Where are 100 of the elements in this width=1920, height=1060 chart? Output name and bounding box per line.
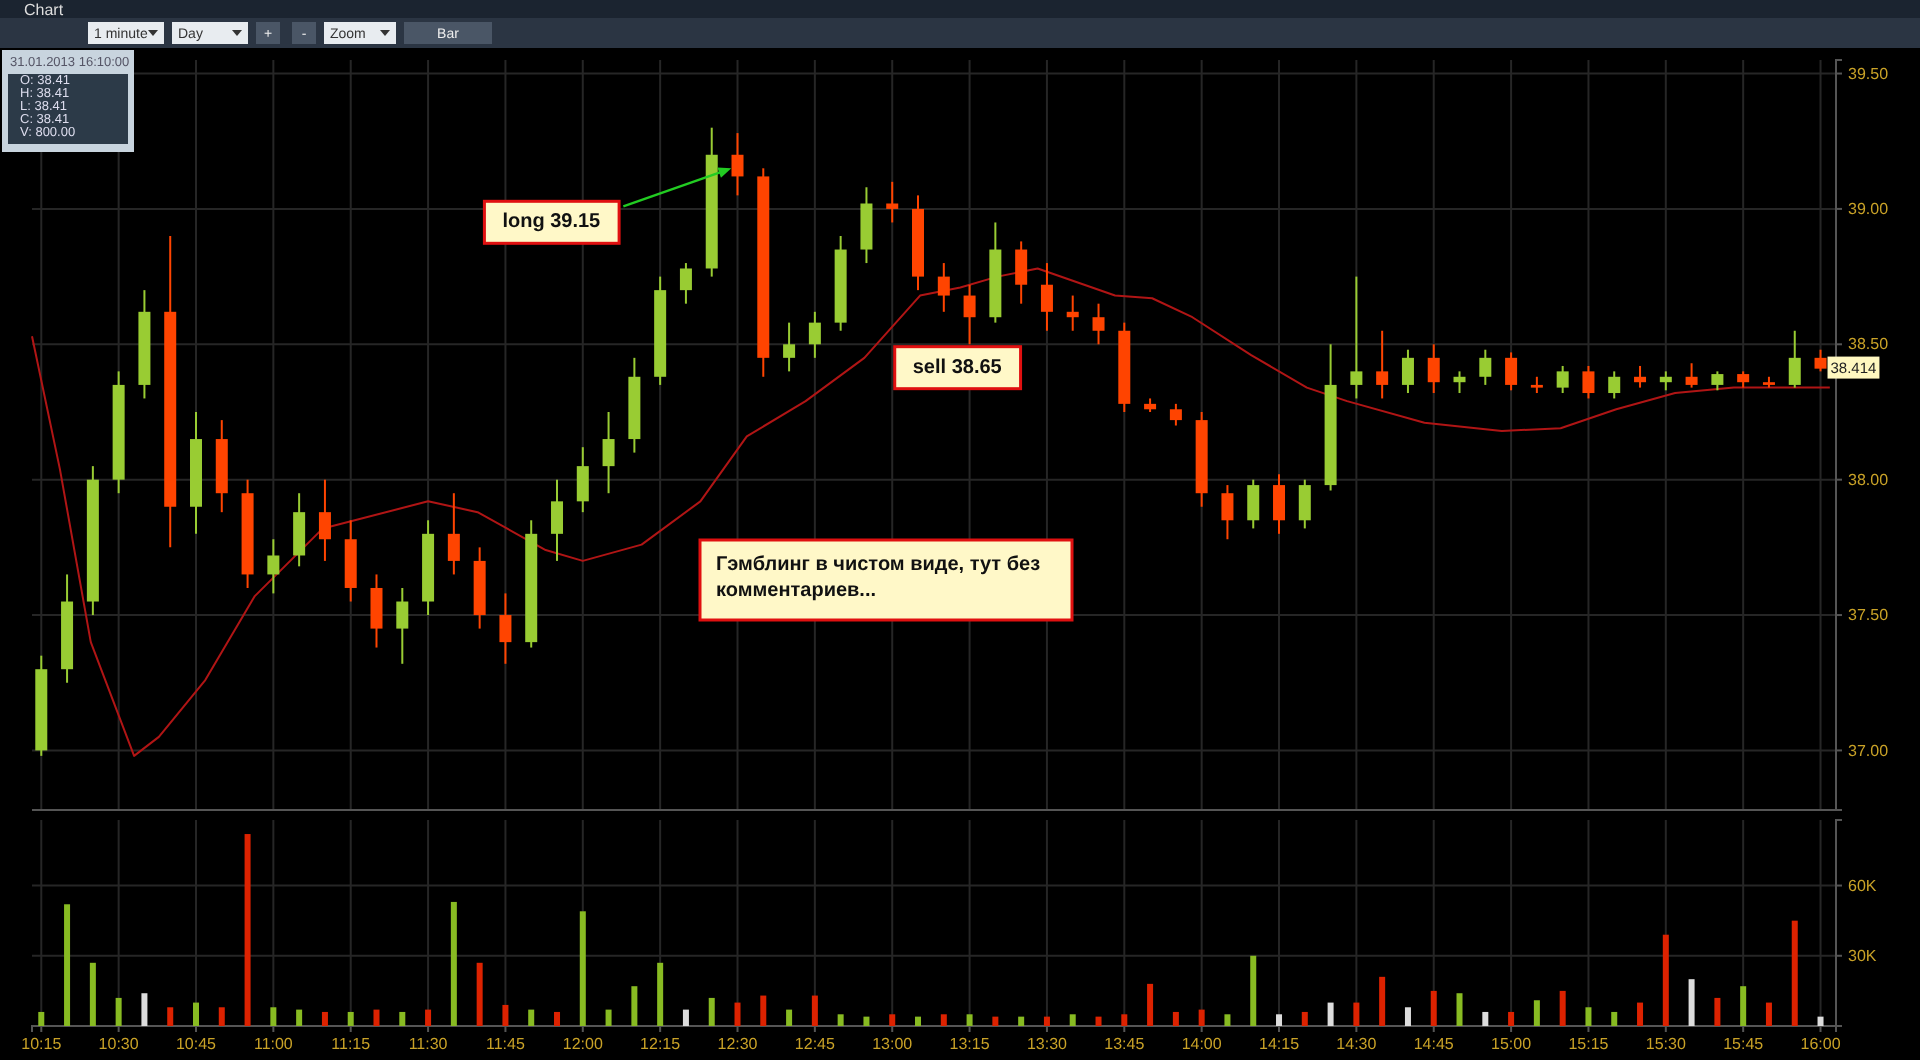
bar [218, 1007, 225, 1026]
bar [631, 986, 638, 1026]
bar [502, 1004, 509, 1026]
bar [1714, 997, 1721, 1026]
x-tick-label: 14:15 [1258, 1035, 1301, 1054]
bar [399, 1011, 406, 1026]
candlestick [1169, 402, 1182, 427]
x-tick-label: 10:15 [21, 1035, 63, 1054]
candlestick [1556, 364, 1569, 395]
x-tick-label: 12:45 [794, 1035, 836, 1054]
y-tick-label: 37.50 [1848, 606, 1890, 625]
bar [1301, 1011, 1308, 1026]
y-tick-label: 37.00 [1848, 741, 1890, 760]
candlestick [576, 446, 589, 514]
bar [1817, 1016, 1824, 1026]
bar [1740, 986, 1747, 1026]
bar [1585, 1007, 1592, 1026]
candlestick [1685, 362, 1698, 389]
candlestick [293, 492, 306, 568]
bar [1765, 1002, 1772, 1026]
x-tick-label: 10:45 [175, 1035, 218, 1054]
bar [1688, 979, 1695, 1026]
x-tick-label: 15:15 [1568, 1035, 1610, 1054]
candlestick [1273, 473, 1286, 535]
x-tick-label: 13:15 [949, 1035, 991, 1054]
chart-title: Chart [24, 1, 65, 19]
bar [1095, 1016, 1102, 1026]
bar [89, 962, 96, 1026]
bar [1121, 1014, 1128, 1026]
bar [1018, 1016, 1025, 1026]
candlestick [551, 478, 564, 562]
y-tick-label: 60K [1848, 876, 1878, 895]
bar [115, 997, 122, 1026]
candlestick [679, 262, 692, 305]
candlestick [1015, 240, 1028, 305]
bar [1508, 1011, 1515, 1026]
bar [657, 962, 664, 1026]
y-tick-label: 38.00 [1848, 470, 1890, 489]
bar [141, 993, 148, 1026]
candlestick [267, 538, 280, 595]
candlestick [1247, 478, 1260, 530]
annotation: sell 38.65 [912, 356, 1003, 379]
bar [450, 901, 457, 1026]
bar [811, 995, 818, 1026]
bar [528, 1009, 535, 1026]
y-tick-label: 38.50 [1848, 335, 1890, 354]
candlestick [1608, 370, 1621, 400]
candlestick [1221, 484, 1234, 541]
bar [1791, 920, 1798, 1026]
x-tick-label: 14:00 [1181, 1035, 1223, 1054]
bar [1327, 1002, 1334, 1026]
candlestick [860, 186, 873, 265]
bar [64, 904, 71, 1026]
bar [837, 1014, 844, 1026]
bar [1482, 1011, 1489, 1026]
candlestick [1092, 302, 1105, 346]
y-tick-label: 30K [1848, 946, 1878, 965]
bar [1224, 1014, 1231, 1026]
bar [1198, 1009, 1205, 1026]
bar [1069, 1014, 1076, 1026]
bar [863, 1016, 870, 1026]
x-tick-label: 15:00 [1491, 1035, 1533, 1054]
candlestick [937, 262, 950, 313]
candlestick [1479, 348, 1492, 386]
bar [992, 1016, 999, 1026]
bar [373, 1009, 380, 1026]
x-tick-label: 15:45 [1723, 1035, 1765, 1054]
candlestick [1376, 329, 1389, 400]
candlestick [1814, 348, 1827, 373]
bar [1662, 934, 1669, 1026]
bar [1379, 976, 1386, 1026]
x-tick-label: 12:15 [640, 1035, 682, 1054]
candlestick [1453, 370, 1466, 395]
candlestick [1427, 343, 1440, 395]
bar [682, 1009, 689, 1026]
bar [1456, 993, 1463, 1026]
line-series [31, 267, 1831, 757]
bar [347, 1011, 354, 1026]
candlestick [1040, 262, 1053, 332]
bar [425, 1009, 432, 1026]
bar [244, 834, 251, 1026]
x-tick-label: 15:30 [1645, 1035, 1687, 1054]
candlestick [783, 321, 796, 373]
bar [1533, 1000, 1540, 1026]
x-tick-label: 13:30 [1026, 1035, 1069, 1054]
candlestick [1350, 275, 1363, 400]
candlestick [447, 492, 460, 576]
bar [1147, 983, 1154, 1026]
x-tick-label: 13:45 [1104, 1035, 1146, 1054]
candlestick [370, 573, 383, 649]
x-tick-label: 11:15 [331, 1035, 372, 1054]
candlestick [1634, 364, 1647, 389]
x-tick-label: 11:30 [408, 1035, 449, 1054]
bar [1172, 1011, 1179, 1026]
bar [1637, 1002, 1644, 1026]
candlestick [1582, 364, 1595, 400]
bar [915, 1016, 921, 1026]
bar [1353, 1002, 1360, 1026]
x-tick-label: 13:00 [872, 1035, 914, 1054]
bar [1043, 1016, 1050, 1026]
